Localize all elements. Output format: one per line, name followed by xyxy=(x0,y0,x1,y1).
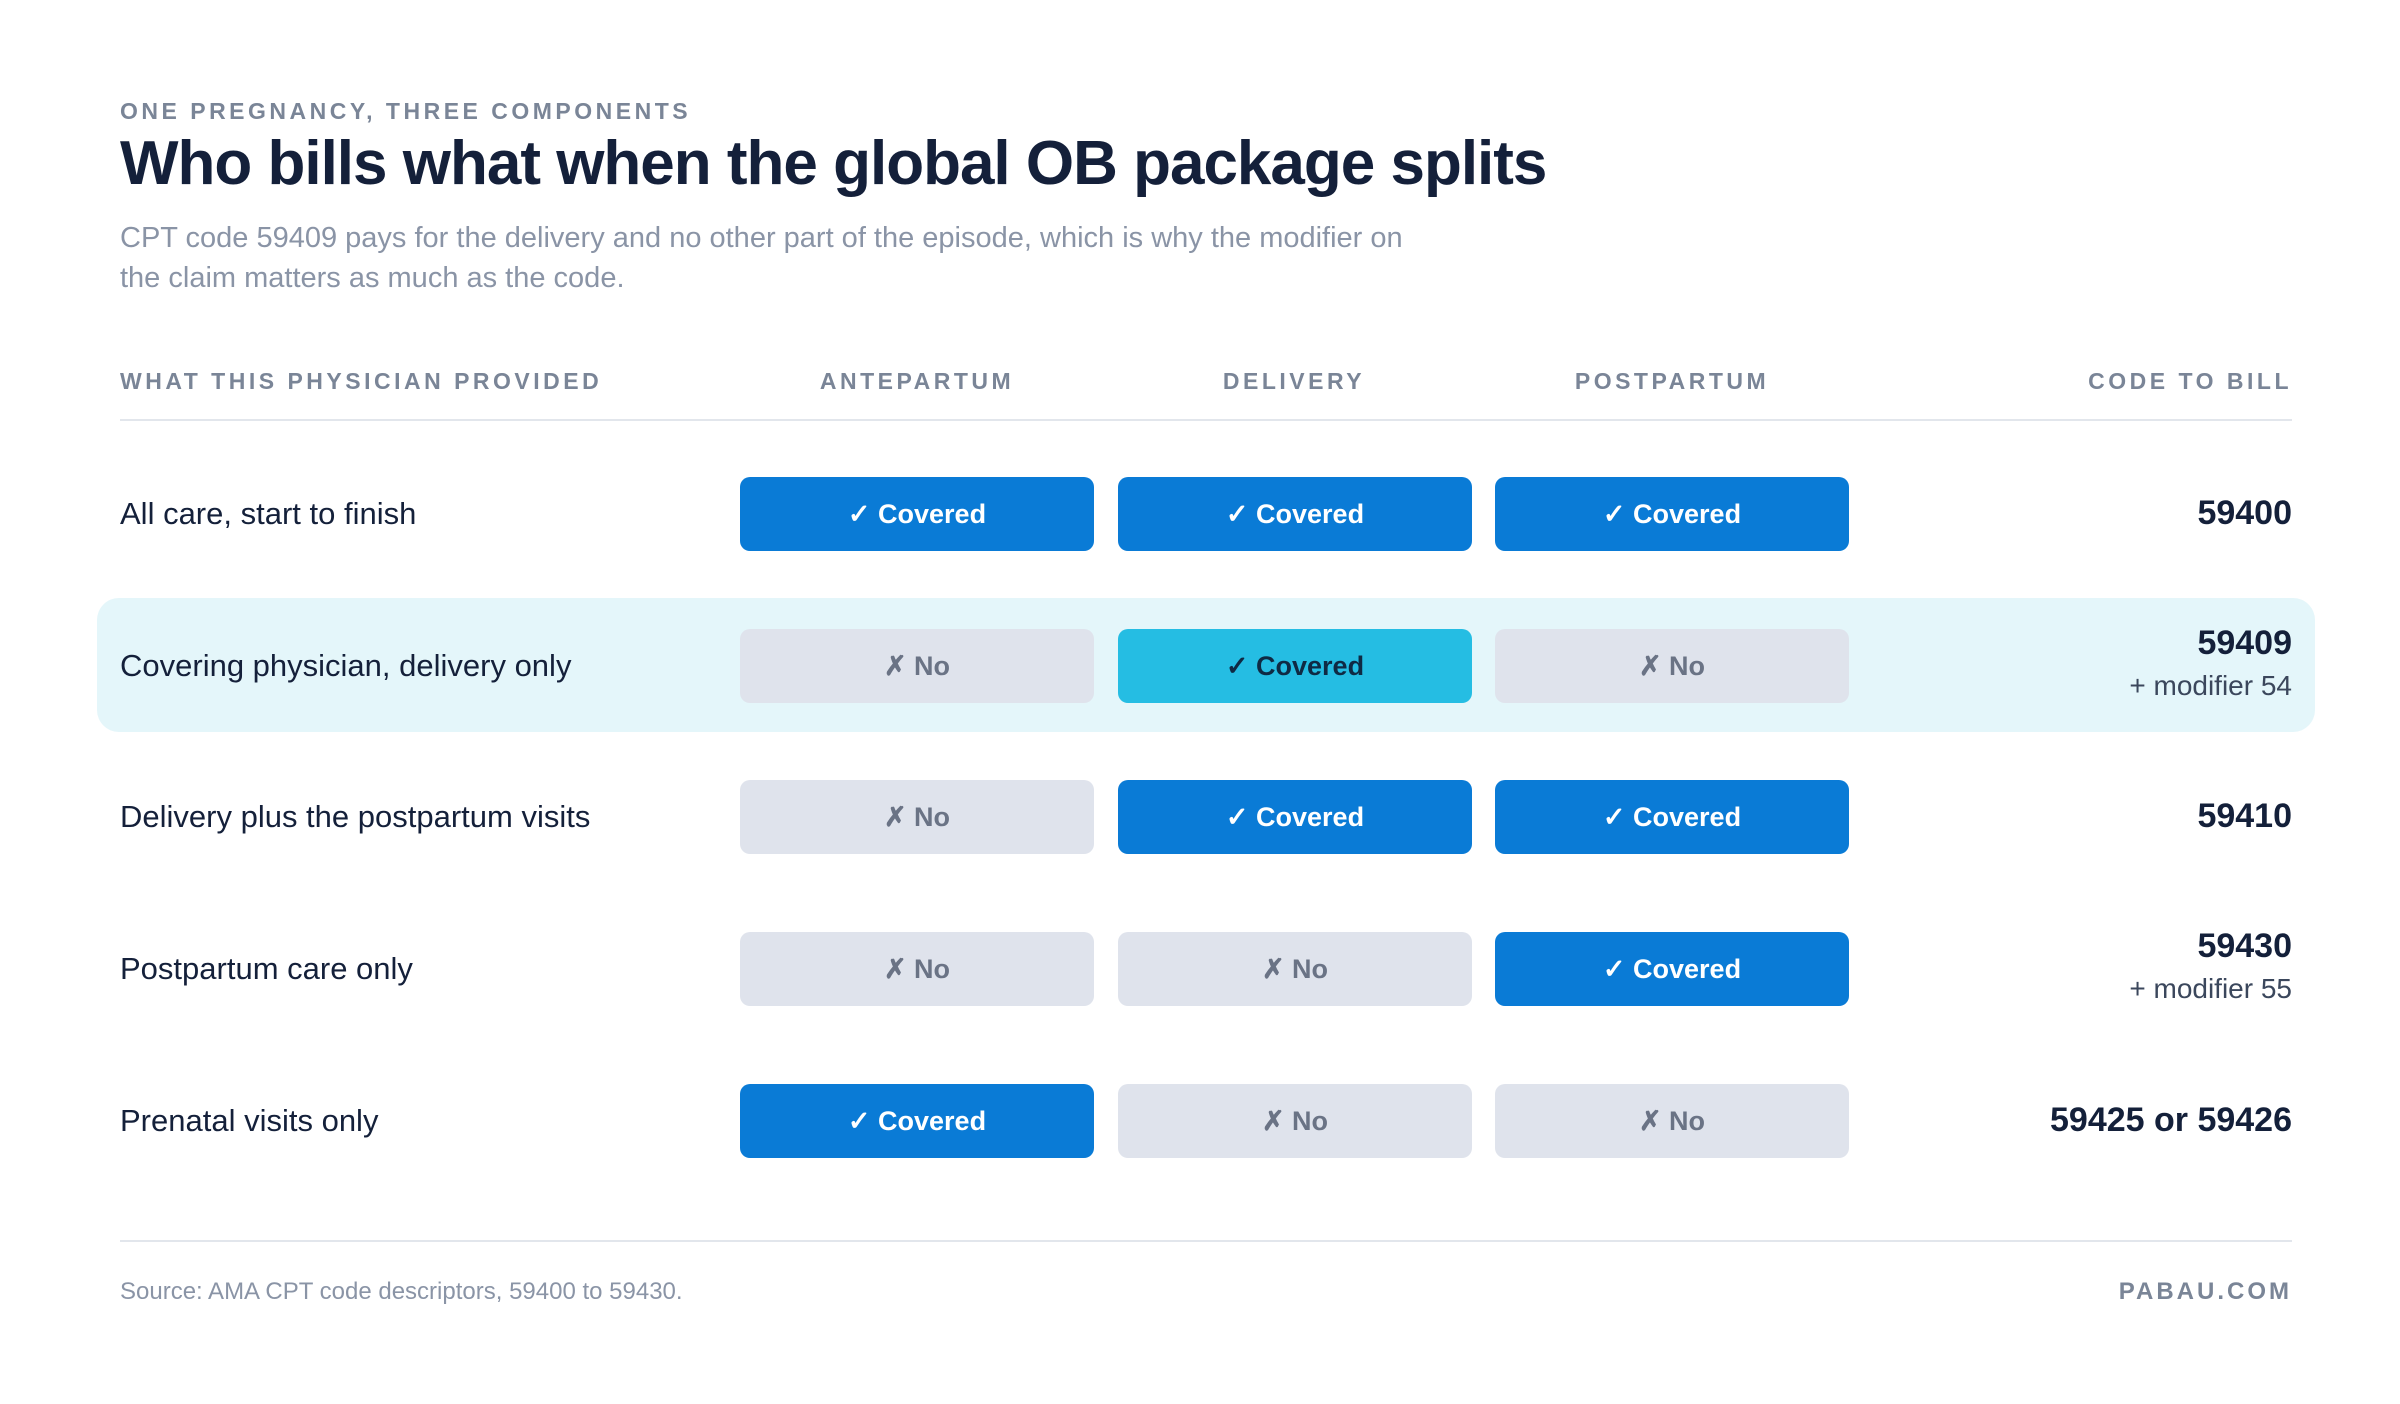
row-label: All care, start to finish xyxy=(120,496,417,531)
source: Source: AMA CPT code descriptors, 59400 … xyxy=(120,1278,683,1305)
status-pill: ✗ No xyxy=(1495,1084,1849,1158)
column-header: WHAT THIS PHYSICIAN PROVIDED xyxy=(120,368,603,394)
status-pill: ✓ Covered xyxy=(1118,477,1472,551)
column-header: DELIVERY xyxy=(1222,368,1366,394)
billing-code: 59410 xyxy=(2197,797,2292,835)
status-pill: ✗ No xyxy=(740,629,1094,703)
column-header: POSTPARTUM xyxy=(1574,368,1770,394)
subtitle: CPT code 59409 pays for the delivery and… xyxy=(120,222,1403,294)
status-pill: ✗ No xyxy=(1118,932,1472,1006)
status-pill: ✗ No xyxy=(740,780,1094,854)
billing-code: 59430 xyxy=(2197,927,2292,965)
row-label: Prenatal visits only xyxy=(120,1103,379,1138)
row-label: Postpartum care only xyxy=(120,951,413,986)
modifier: + modifier 55 xyxy=(2129,973,2292,1004)
status-pill: ✗ No xyxy=(1495,629,1849,703)
header-rule xyxy=(120,419,2292,421)
status-pill: ✓ Covered xyxy=(1495,780,1849,854)
status-pill: ✓ Covered xyxy=(1495,477,1849,551)
status-pill: ✓ Covered xyxy=(740,477,1094,551)
status-pill: ✓ Covered xyxy=(740,1084,1094,1158)
title: Who bills what when the global OB packag… xyxy=(120,129,1547,198)
billing-code: 59425 or 59426 xyxy=(2050,1101,2292,1139)
column-header: ANTEPARTUM xyxy=(819,368,1015,394)
modifier: + modifier 54 xyxy=(2129,670,2292,701)
status-pill: ✓ Covered xyxy=(1118,780,1472,854)
billing-code: 59409 xyxy=(2197,624,2292,662)
row-label: Delivery plus the postpartum visits xyxy=(120,799,591,834)
footer-rule xyxy=(120,1240,2292,1242)
row-label: Covering physician, delivery only xyxy=(120,648,572,683)
eyebrow: ONE PREGNANCY, THREE COMPONENTS xyxy=(120,98,692,124)
status-pill: ✗ No xyxy=(1118,1084,1472,1158)
status-pill: ✓ Covered xyxy=(1118,629,1472,703)
billing-code: 59400 xyxy=(2197,494,2292,532)
status-pill: ✗ No xyxy=(740,932,1094,1006)
brand: PABAU.COM xyxy=(2118,1278,2292,1305)
status-pill: ✓ Covered xyxy=(1495,932,1849,1006)
column-header: CODE TO BILL xyxy=(2088,368,2292,394)
